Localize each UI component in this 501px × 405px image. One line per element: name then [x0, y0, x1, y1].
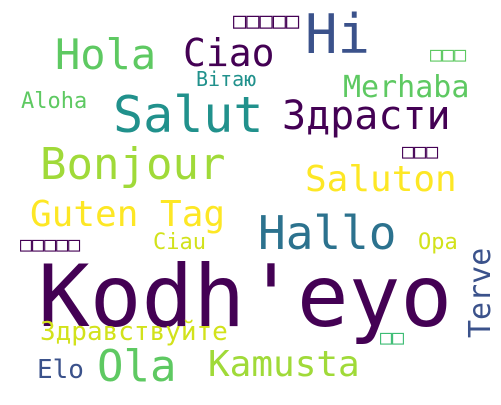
- word-merhaba: Merhaba: [343, 70, 470, 105]
- word-kodheyo: Kodh'eyo: [38, 247, 453, 347]
- word-zdrasti: Здрасти: [282, 93, 451, 139]
- word-aloha: Aloha: [21, 89, 88, 114]
- word-bonjour: Bonjour: [40, 139, 226, 190]
- word-vitayu: Вітаю: [196, 67, 257, 91]
- word-hi: Hi: [305, 3, 371, 66]
- word-ola: Ola: [97, 341, 177, 392]
- word-glyphs-left: □□□□□: [20, 232, 81, 256]
- word-saluton: Saluton: [305, 159, 457, 200]
- word-ciau: Ciau: [153, 230, 206, 255]
- word-hallo: Hallo: [258, 206, 397, 260]
- word-kamusta: Kamusta: [208, 344, 360, 385]
- word-elo: Elo: [37, 355, 84, 385]
- word-glyphs-right: □□□: [430, 42, 467, 66]
- word-terve: Terve: [463, 247, 498, 338]
- word-glyphs-mid: □□□: [402, 139, 439, 163]
- word-guten-tag: Guten Tag: [30, 194, 226, 235]
- word-hola: Hola: [55, 30, 157, 79]
- word-ciao: Ciao: [183, 31, 275, 75]
- word-glyphs-top: □□□□□: [233, 9, 300, 34]
- word-zdravstvuyte: Здравствуйте: [40, 317, 228, 347]
- word-salut: Salut: [113, 86, 264, 144]
- word-opa: Opa: [418, 230, 458, 255]
- word-glyphs-small: □□: [380, 325, 405, 349]
